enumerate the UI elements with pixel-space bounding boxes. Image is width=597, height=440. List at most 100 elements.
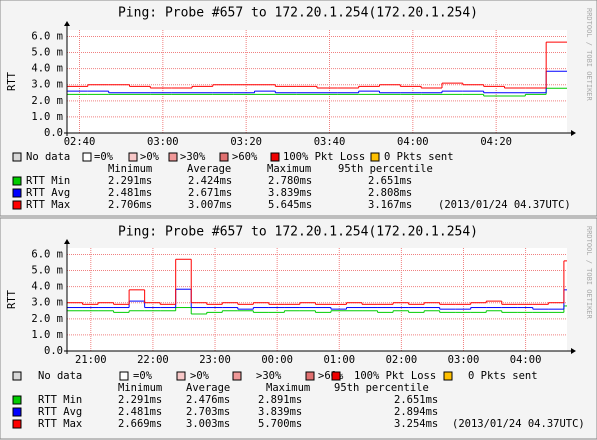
legend-label: 0 Pkts sent xyxy=(468,370,538,382)
legend-label: 100% Pkt Loss xyxy=(283,151,365,163)
stats-value: 2.891ms xyxy=(258,394,302,406)
legend-swatch xyxy=(12,152,22,162)
y-axis-label: RTT xyxy=(6,71,18,91)
legend-swatch xyxy=(12,200,22,210)
legend-label: >60% xyxy=(232,151,258,163)
legend-label: =0% xyxy=(94,151,114,163)
stats-value: 2.780ms xyxy=(268,175,312,187)
legend-swatch xyxy=(12,395,22,405)
y-axis-arrow xyxy=(64,239,70,244)
y-tick-label: 6.0 m xyxy=(31,30,63,42)
stats-value: 2.651ms xyxy=(394,394,438,406)
stats-value: 3.003ms xyxy=(186,418,230,430)
stats-header: 95th percentile xyxy=(334,382,429,394)
stats-header: 95th percentile xyxy=(338,163,433,175)
plot-area xyxy=(67,248,567,351)
stats-value: 3.839ms xyxy=(258,406,302,418)
x-axis-arrow xyxy=(571,130,576,136)
x-tick-label: 21:00 xyxy=(75,354,107,366)
stats-value: 2.703ms xyxy=(186,406,230,418)
y-tick-label: 2.0 m xyxy=(31,95,63,107)
x-tick-label: 03:40 xyxy=(314,136,346,148)
legend-label: RTT Min xyxy=(26,175,70,187)
x-tick-label: 04:20 xyxy=(480,136,512,148)
y-tick-label: 3.0 m xyxy=(31,79,63,91)
y-tick-label: 0.0 xyxy=(44,127,63,139)
legend-swatch xyxy=(443,371,453,381)
y-axis-label: RTT xyxy=(6,289,18,309)
y-tick-label: 1.0 m xyxy=(31,111,63,123)
legend-swatch xyxy=(82,152,92,162)
y-tick-label: 2.0 m xyxy=(31,313,63,325)
stats-value: 2.481ms xyxy=(118,406,162,418)
watermark: RRDTOOL / TOBI OETIKER xyxy=(585,226,593,320)
x-tick-label: 01:00 xyxy=(323,354,355,366)
legend-label: 0 Pkts sent xyxy=(384,151,454,163)
stats-value: 2.706ms xyxy=(108,199,152,211)
stats-value: 3.839ms xyxy=(268,187,312,199)
timestamp: (2013/01/24 04.37UTC) xyxy=(452,418,585,430)
stats-header: Maximum xyxy=(267,163,311,175)
legend-label: >0% xyxy=(140,151,160,163)
y-tick-label: 3.0 m xyxy=(31,297,63,309)
legend-swatch xyxy=(12,371,22,381)
legend-label: No data xyxy=(26,151,70,163)
legend-swatch xyxy=(176,371,186,381)
x-tick-label: 03:00 xyxy=(448,354,480,366)
stats-header: Average xyxy=(186,382,230,394)
stats-value: 2.808ms xyxy=(368,187,412,199)
legend-swatch xyxy=(128,152,138,162)
y-tick-label: 4.0 m xyxy=(31,281,63,293)
y-axis-arrow xyxy=(64,21,70,26)
legend-swatch xyxy=(219,152,229,162)
y-tick-label: 1.0 m xyxy=(31,329,63,341)
y-tick-label: 0.0 xyxy=(44,345,63,357)
legend-label: RTT Avg xyxy=(26,187,70,199)
stats-value: 2.669ms xyxy=(118,418,162,430)
legend-label: RTT Max xyxy=(38,418,82,430)
x-tick-label: 04:00 xyxy=(510,354,542,366)
x-tick-label: 04:00 xyxy=(397,136,429,148)
x-tick-label: 03:20 xyxy=(230,136,262,148)
legend-swatch xyxy=(119,371,129,381)
stats-value: 2.424ms xyxy=(188,175,232,187)
legend-swatch xyxy=(305,371,315,381)
legend-swatch xyxy=(370,152,380,162)
stats-value: 5.645ms xyxy=(268,199,312,211)
legend-swatch xyxy=(12,419,22,429)
legend-label: RTT Avg xyxy=(38,406,82,418)
stats-header: Minimum xyxy=(118,382,162,394)
legend-label: No data xyxy=(38,370,82,382)
chart-title: Ping: Probe #657 to 172.20.1.254(172.20.… xyxy=(118,225,478,240)
x-tick-label: 00:00 xyxy=(261,354,293,366)
x-tick-label: 02:00 xyxy=(386,354,418,366)
stats-value: 2.894ms xyxy=(394,406,438,418)
y-tick-label: 4.0 m xyxy=(31,63,63,75)
legend-label: RTT Min xyxy=(38,394,82,406)
legend-label: 100% Pkt Loss xyxy=(354,370,436,382)
legend-swatch xyxy=(12,407,22,417)
stats-header: Maximum xyxy=(266,382,310,394)
legend-swatch xyxy=(12,176,22,186)
legend-label: >30% xyxy=(180,151,206,163)
watermark: RRDTOOL / TOBI OETIKER xyxy=(585,8,593,102)
stats-value: 2.481ms xyxy=(108,187,152,199)
x-tick-label: 03:00 xyxy=(147,136,179,148)
chart-title: Ping: Probe #657 to 172.20.1.254(172.20.… xyxy=(118,6,478,21)
x-tick-label: 02:40 xyxy=(64,136,96,148)
legend-swatch xyxy=(232,371,242,381)
y-tick-label: 5.0 m xyxy=(31,265,63,277)
stats-value: 2.651ms xyxy=(368,175,412,187)
stats-value: 3.254ms xyxy=(394,418,438,430)
plot-area xyxy=(67,30,567,133)
legend-label: >30% xyxy=(256,370,282,382)
legend-swatch xyxy=(168,152,178,162)
stats-value: 5.700ms xyxy=(258,418,302,430)
x-tick-label: 23:00 xyxy=(199,354,231,366)
stats-value: 2.291ms xyxy=(108,175,152,187)
y-tick-label: 5.0 m xyxy=(31,47,63,59)
stats-value: 2.291ms xyxy=(118,394,162,406)
stats-header: Minimum xyxy=(108,163,152,175)
